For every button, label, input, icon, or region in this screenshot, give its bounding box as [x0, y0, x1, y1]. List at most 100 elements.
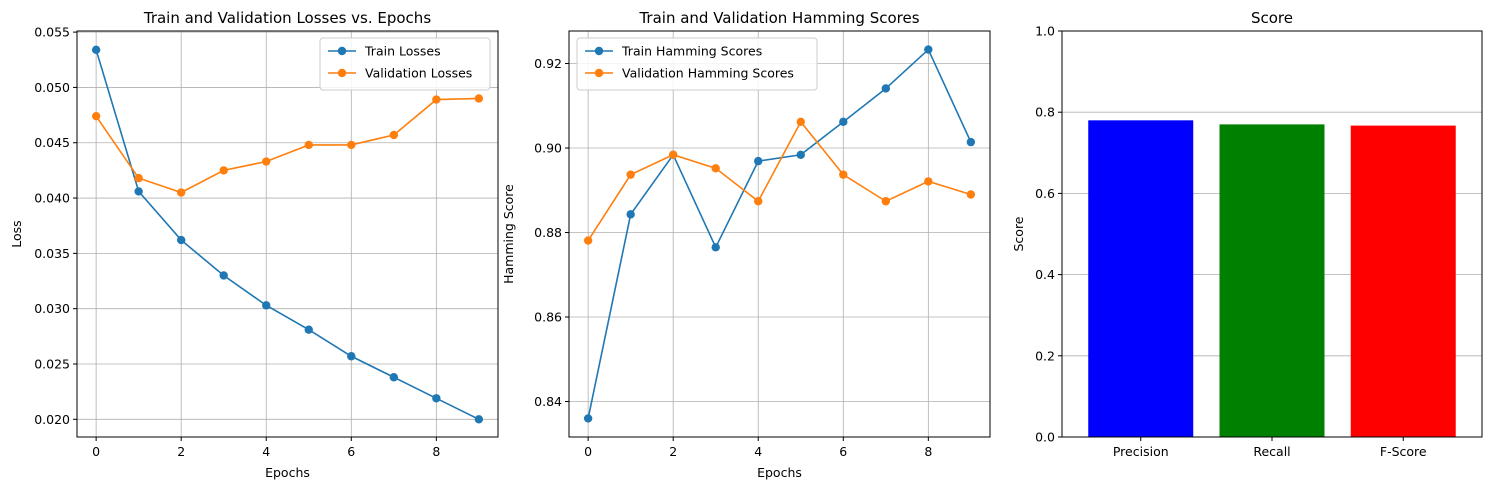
series-line — [95, 97, 479, 194]
data-point — [134, 173, 143, 183]
data-point — [91, 111, 101, 121]
legend-marker — [337, 46, 347, 56]
y-tick-label: 0.025 — [34, 356, 70, 371]
bars — [1088, 120, 1456, 438]
data-point — [881, 197, 891, 206]
grid-lines — [77, 31, 498, 437]
y-tick-label: 0.88 — [534, 225, 562, 240]
y-tick-label: 0.030 — [34, 301, 70, 316]
data-point — [966, 137, 976, 147]
series-line — [587, 120, 972, 241]
data-point — [924, 177, 933, 186]
x-tick-label: 4 — [262, 444, 270, 459]
legend-marker — [337, 68, 347, 78]
series-train-losses — [91, 45, 484, 424]
x-tick-label: F-Score — [1380, 444, 1427, 459]
data-point — [474, 415, 484, 424]
data-point — [262, 301, 271, 310]
data-point — [711, 164, 720, 173]
plot-frame — [76, 30, 499, 438]
data-point — [796, 117, 805, 127]
data-point — [583, 236, 593, 245]
data-point — [91, 45, 101, 55]
y-tick-label: 0.86 — [534, 310, 562, 325]
data-point — [924, 45, 933, 54]
bar-f-score — [1350, 125, 1456, 438]
y-tick-label: 1.0 — [1035, 24, 1055, 39]
data-point — [219, 166, 228, 175]
data-point — [304, 325, 313, 334]
data-point — [389, 130, 399, 140]
data-point — [626, 210, 635, 219]
legend: Train Losses Validation Losses — [319, 37, 491, 91]
chart-title: Train and Validation Hamming Scores — [638, 9, 919, 27]
y-axis-label: Hamming Score — [501, 184, 516, 284]
y-tick-label: 0.0 — [1035, 430, 1055, 445]
y-tick-label: 0.050 — [34, 80, 70, 95]
x-tick-label: 2 — [177, 444, 185, 459]
series-line — [95, 49, 480, 421]
bar-recall — [1219, 124, 1325, 437]
chart-2: 0 2 4 6 8 0.84 0.86 0.88 0.90 0.92 Train and Valid… — [501, 9, 991, 480]
x-axis-label: Epochs — [265, 465, 310, 480]
x-axis: 0 2 4 6 8 — [584, 437, 932, 459]
data-point — [754, 197, 763, 206]
series-line — [587, 48, 972, 419]
y-tick-label: 0.4 — [1035, 267, 1055, 282]
data-point — [347, 352, 356, 361]
legend-label: Train Losses — [364, 44, 441, 59]
y-tick-label: 0.020 — [34, 412, 70, 427]
legend-box — [576, 37, 818, 91]
y-axis: 0.020 0.025 0.030 0.035 0.040 0.045 0.050 0.055 — [34, 25, 77, 427]
y-axis-label: Score — [1011, 216, 1026, 251]
y-tick-label: 0.040 — [34, 191, 70, 206]
data-point — [262, 157, 271, 166]
y-tick-label: 0.035 — [34, 246, 70, 261]
x-tick-label: Recall — [1253, 444, 1290, 459]
y-axis: 0.84 0.86 0.88 0.90 0.92 — [534, 56, 569, 409]
legend-marker — [594, 46, 604, 56]
series-validation-losses — [91, 94, 484, 197]
y-tick-label: 0.6 — [1035, 186, 1055, 201]
x-tick-label: Precision — [1113, 444, 1169, 459]
x-tick-label: 8 — [432, 444, 440, 459]
legend: Train Hamming Scores Validation Hamming S… — [576, 37, 818, 91]
chart-1: 0 2 4 6 8 0.020 0.025 0.030 0.035 0.040 0.045 0.050… — [9, 9, 499, 480]
data-point — [839, 117, 848, 127]
data-point — [347, 140, 356, 150]
x-tick-label: 0 — [584, 444, 592, 459]
grid-lines — [569, 31, 990, 437]
x-axis: 0 2 4 6 8 — [92, 437, 440, 459]
chart-title: Train and Validation Losses vs. Epochs — [143, 9, 431, 27]
data-point — [474, 94, 484, 103]
plot-frame — [568, 30, 991, 438]
x-tick-label: 2 — [669, 444, 677, 459]
x-tick-label: 4 — [754, 444, 762, 459]
bar-precision — [1088, 120, 1194, 437]
data-point — [754, 156, 763, 166]
y-tick-label: 0.8 — [1035, 105, 1055, 120]
data-point — [176, 235, 186, 245]
series-validation-hamming-scores — [583, 117, 976, 245]
chart-title: Score — [1251, 9, 1293, 27]
series-train-hamming-scores — [583, 45, 976, 423]
data-point — [304, 140, 313, 150]
x-tick-label: 8 — [924, 444, 932, 459]
y-tick-label: 0.90 — [534, 141, 562, 156]
data-point — [432, 95, 441, 104]
y-axis-label: Loss — [9, 220, 24, 247]
data-point — [176, 188, 186, 197]
x-tick-label: 6 — [839, 444, 847, 459]
chart-3: Precision Recall F-Score 0.0 0.2 0.4 0.6 0.8 1.0… — [1011, 9, 1483, 459]
data-point — [668, 150, 678, 159]
y-tick-label: 0.92 — [534, 56, 562, 71]
x-tick-label: 6 — [347, 444, 355, 459]
legend-label: Validation Losses — [365, 66, 472, 81]
x-axis-label: Epochs — [757, 465, 802, 480]
legend-label: Train Hamming Scores — [621, 44, 762, 59]
legend-marker — [594, 68, 604, 78]
x-axis: Precision Recall F-Score — [1113, 437, 1427, 459]
data-point — [432, 394, 441, 403]
data-point — [881, 84, 891, 93]
